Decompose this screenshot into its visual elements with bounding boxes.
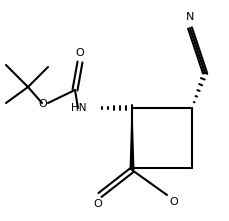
Text: O: O [38, 99, 47, 109]
Polygon shape [129, 108, 134, 170]
Text: O: O [168, 197, 177, 207]
Text: O: O [75, 48, 84, 58]
Text: HN: HN [71, 103, 87, 113]
Text: N: N [185, 12, 193, 22]
Text: O: O [93, 199, 102, 209]
